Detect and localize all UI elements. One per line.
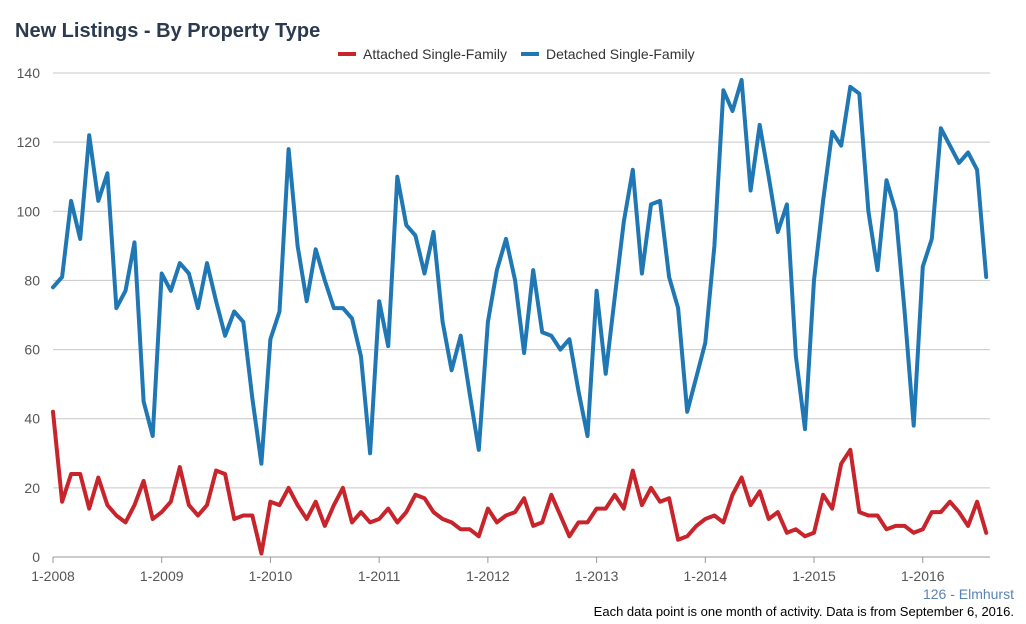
legend-item-detached[interactable]: Detached Single-Family [520, 46, 695, 62]
x-tick-label: 1-2009 [140, 568, 184, 584]
y-tick-label: 80 [24, 272, 40, 288]
x-tick-label: 1-2010 [249, 568, 293, 584]
x-tick-label: 1-2016 [901, 568, 945, 584]
legend-swatch-detached [520, 52, 539, 56]
chart-legend: Attached Single-Family Detached Single-F… [338, 46, 709, 62]
x-tick-label: 1-2013 [575, 568, 619, 584]
source-label: 126 - Elmhurst [922, 586, 1014, 602]
y-tick-label: 140 [17, 65, 41, 81]
chart-title: New Listings - By Property Type [15, 20, 321, 42]
series-line-detached[interactable] [51, 77, 989, 466]
y-tick-label: 40 [24, 411, 40, 427]
series-line-attached[interactable] [51, 409, 989, 556]
y-tick-label: 20 [24, 480, 40, 496]
y-tick-label: 100 [17, 203, 41, 219]
x-tick-label: 1-2011 [358, 568, 401, 584]
y-tick-label: 120 [17, 134, 41, 150]
x-tick-label: 1-2015 [792, 568, 836, 584]
y-tick-label: 60 [24, 342, 40, 358]
legend-item-attached[interactable]: Attached Single-Family [338, 46, 507, 62]
footnote: Each data point is one month of activity… [593, 604, 1014, 619]
x-tick-label: 1-2014 [684, 568, 728, 584]
x-tick-label: 1-2012 [466, 568, 510, 584]
x-tick-label: 1-2008 [31, 568, 75, 584]
y-tick-label: 0 [32, 549, 40, 565]
legend-swatch-attached [338, 52, 356, 56]
legend-label-attached: Attached Single-Family [363, 46, 507, 62]
legend-label-detached: Detached Single-Family [545, 46, 695, 62]
